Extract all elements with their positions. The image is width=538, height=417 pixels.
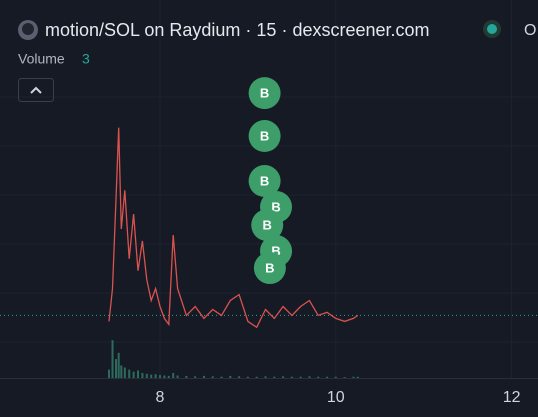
x-tick-label: 10 xyxy=(327,389,345,406)
buy-marker-label: B xyxy=(271,243,280,258)
volume-bar xyxy=(317,376,320,378)
volume-bar xyxy=(238,376,241,378)
volume-bar xyxy=(172,372,175,378)
volume-bar xyxy=(326,376,329,378)
volume-value: 3 xyxy=(82,51,90,67)
volume-bar xyxy=(108,369,111,378)
volume-bar xyxy=(176,375,179,378)
volume-bar xyxy=(290,376,293,378)
volume-bar xyxy=(194,376,197,378)
volume-bar xyxy=(123,367,126,378)
volume-bar xyxy=(255,376,258,378)
buy-marker-label: B xyxy=(260,128,269,143)
buy-marker xyxy=(248,165,281,198)
ohlc-label: O xyxy=(524,22,536,39)
buy-marker-label: B xyxy=(265,260,274,275)
buy-marker-label: B xyxy=(271,199,280,214)
volume-bar xyxy=(120,365,123,378)
volume-bar xyxy=(137,370,140,378)
collapse-button[interactable] xyxy=(18,78,54,102)
volume-bar xyxy=(167,375,170,378)
buy-marker-label: B xyxy=(260,173,269,188)
volume-bar xyxy=(115,359,118,378)
volume-bar xyxy=(264,376,267,378)
volume-bar xyxy=(352,376,355,378)
volume-bar xyxy=(273,376,276,378)
volume-bar xyxy=(308,376,311,378)
status-dot xyxy=(487,24,497,34)
x-tick-label: 12 xyxy=(503,389,521,406)
buy-marker xyxy=(248,120,281,153)
volume-bar xyxy=(185,375,188,378)
buy-marker xyxy=(253,252,286,285)
volume-bar xyxy=(211,376,214,378)
volume-bar xyxy=(334,376,337,378)
volume-bar xyxy=(282,376,285,378)
volume-bar xyxy=(202,375,205,378)
volume-bar xyxy=(154,374,157,378)
buy-marker-label: B xyxy=(260,86,269,101)
buy-marker-label: B xyxy=(263,218,272,233)
volume-bar xyxy=(132,371,135,378)
volume-bar xyxy=(111,340,114,378)
buy-marker xyxy=(251,209,284,242)
volume-bar xyxy=(128,369,131,378)
volume-bar xyxy=(163,375,166,378)
buy-marker xyxy=(248,77,281,110)
volume-bar xyxy=(158,375,161,378)
volume-label: Volume xyxy=(18,51,65,67)
volume-bar xyxy=(145,373,148,378)
token-icon-face xyxy=(22,23,34,35)
volume-bar xyxy=(229,375,232,378)
price-line-series xyxy=(108,127,359,329)
chart-title: motion/SOL on Raydium · 15 · dexscreener… xyxy=(45,20,430,40)
volume-bar xyxy=(246,376,249,378)
volume-bar xyxy=(356,376,359,378)
volume-bar xyxy=(117,352,120,378)
volume-bar xyxy=(220,376,223,378)
collapse-icon xyxy=(30,86,42,94)
volume-bar xyxy=(150,374,153,378)
volume-bar xyxy=(299,376,302,378)
x-tick-label: 8 xyxy=(156,389,165,406)
volume-bar xyxy=(343,377,346,378)
volume-bar xyxy=(141,372,144,378)
